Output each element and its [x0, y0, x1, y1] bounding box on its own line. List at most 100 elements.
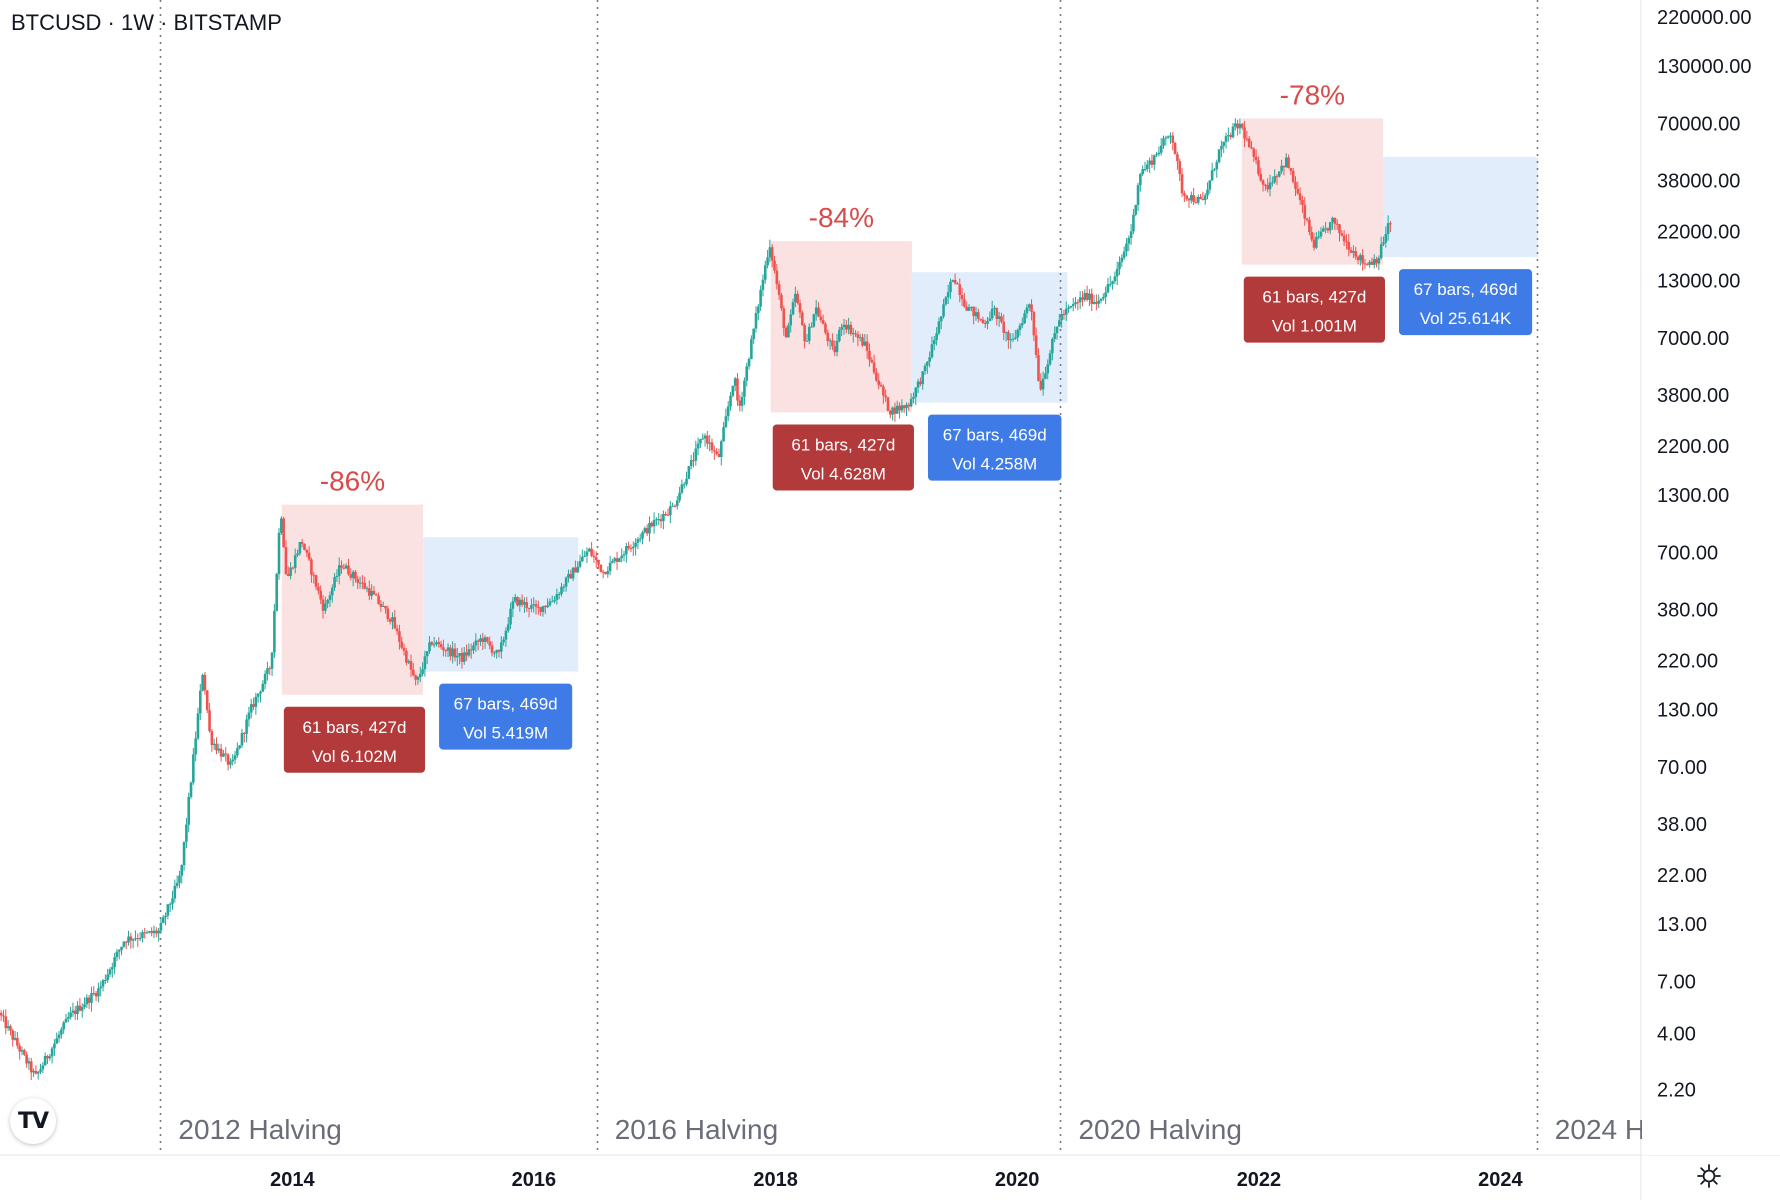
candle: [527, 607, 531, 618]
candle-body: [1004, 332, 1008, 334]
candle-body: [1305, 218, 1309, 221]
candle: [752, 328, 755, 344]
candle-body: [747, 359, 751, 367]
recovery-zone-3[interactable]: [1382, 156, 1539, 258]
candle: [296, 549, 299, 558]
candle: [1250, 141, 1253, 150]
candle-body: [1060, 313, 1063, 321]
candle-body: [1303, 204, 1307, 219]
recovery-badge-2[interactable]: 67 bars, 469d Vol 4.258M: [927, 414, 1062, 481]
logo-text: TV: [17, 1108, 49, 1134]
decline-zone-3[interactable]: [1241, 118, 1383, 265]
candle: [310, 557, 313, 583]
candle-body: [703, 435, 707, 439]
candle-body: [203, 674, 207, 691]
candle-body: [314, 575, 318, 587]
candle: [1340, 230, 1344, 237]
candle: [541, 605, 545, 617]
candle-body: [770, 247, 774, 261]
candle: [513, 594, 517, 604]
candle-body: [713, 450, 716, 452]
candle: [1199, 193, 1202, 200]
candle-body: [865, 341, 869, 351]
y-tick-label: 38000.00: [1657, 170, 1740, 192]
candle: [1347, 234, 1351, 257]
candle: [303, 543, 306, 551]
candle: [73, 1005, 77, 1020]
decline-badge-2[interactable]: 61 bars, 427d Vol 4.628M: [772, 424, 914, 491]
candle-body: [460, 653, 464, 662]
tradingview-logo-icon[interactable]: TV: [10, 1098, 56, 1144]
candle: [893, 402, 897, 422]
candle-body: [1289, 168, 1293, 171]
candle: [1150, 154, 1154, 168]
candle-body: [1261, 180, 1265, 185]
candle-body: [939, 316, 943, 322]
candle: [972, 306, 975, 325]
candle-body: [754, 312, 758, 329]
candle-body: [90, 993, 93, 1003]
candle: [525, 596, 529, 613]
candle-body: [317, 586, 320, 591]
candle: [877, 373, 881, 390]
candle: [1023, 309, 1026, 324]
decline-badge-1-line-1: 61 bars, 427d: [302, 718, 406, 737]
candle-body: [1340, 233, 1344, 236]
candle-body: [39, 1069, 42, 1072]
candle-body: [229, 761, 232, 765]
candle-body: [73, 1010, 77, 1015]
candle: [537, 600, 540, 615]
candle-body: [1134, 204, 1138, 215]
decline-badge-3[interactable]: 61 bars, 427d Vol 1.001M: [1243, 276, 1385, 343]
y-tick-label: 38.00: [1657, 814, 1707, 836]
candle: [337, 557, 341, 585]
candles[interactable]: [0, 118, 1392, 1081]
candle-body: [476, 640, 480, 642]
gear-icon[interactable]: [1696, 1163, 1722, 1189]
decline-percent-2: -84%: [809, 202, 874, 233]
candle: [1044, 366, 1047, 380]
candle: [437, 637, 441, 648]
candle-body: [1352, 251, 1355, 253]
candle: [1159, 137, 1163, 156]
decline-zone-1[interactable]: [281, 504, 424, 695]
candle: [539, 607, 542, 617]
candle: [1331, 216, 1334, 230]
recovery-badge-1[interactable]: 67 bars, 469d Vol 5.419M: [439, 683, 573, 750]
candle-body: [1284, 157, 1288, 168]
candle-body: [550, 601, 554, 603]
candle: [1046, 359, 1050, 380]
candle: [868, 343, 871, 367]
recovery-badge-3[interactable]: 67 bars, 469d Vol 25.614K: [1398, 269, 1533, 336]
candle: [1143, 161, 1147, 172]
candle: [330, 584, 334, 603]
candle: [2, 1009, 5, 1023]
candle: [930, 336, 934, 359]
candle: [490, 641, 494, 657]
candle: [23, 1048, 26, 1056]
candle: [85, 994, 89, 1008]
candle: [340, 560, 343, 574]
candle: [106, 968, 109, 984]
candle: [706, 430, 709, 450]
decline-badge-1[interactable]: 61 bars, 427d Vol 6.102M: [283, 706, 426, 773]
candle: [99, 981, 103, 997]
candle-body: [280, 518, 283, 533]
candle-body: [196, 713, 200, 739]
candle: [1349, 246, 1353, 254]
candle-body: [41, 1065, 45, 1070]
chart-title: BTCUSD · 1W · BITSTAMP: [11, 10, 282, 35]
candle: [1030, 299, 1033, 321]
candle-body: [914, 387, 918, 398]
candle-body: [224, 753, 228, 755]
candle-body: [1032, 311, 1036, 336]
candle-body: [9, 1026, 12, 1031]
candle: [1134, 204, 1138, 217]
candle-body: [372, 590, 376, 595]
candle: [344, 563, 348, 569]
candle-body: [944, 297, 948, 305]
candle: [1041, 371, 1045, 396]
decline-badge-1-bg: [283, 706, 426, 773]
candle: [451, 641, 454, 664]
